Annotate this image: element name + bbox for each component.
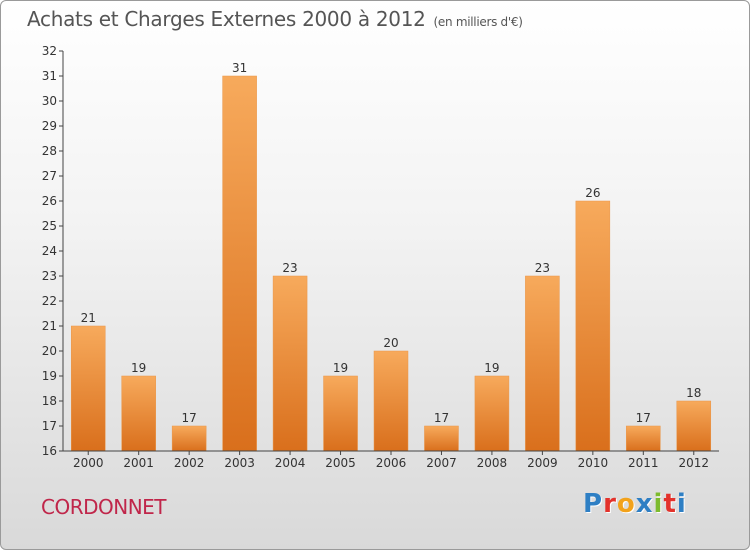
y-tick-label: 18 xyxy=(42,394,57,408)
x-tick-label: 2002 xyxy=(174,456,205,470)
proxiti-logo[interactable]: Proxiti xyxy=(583,489,687,519)
x-tick-label: 2009 xyxy=(527,456,558,470)
bar xyxy=(474,375,510,452)
x-tick-label: 2008 xyxy=(477,456,508,470)
bar-value-label: 17 xyxy=(182,411,197,425)
bar xyxy=(323,375,358,452)
x-tick-label: 2000 xyxy=(73,456,104,470)
x-axis: 2000 2001 2002 2003 2004 2005 2006 2007 2008 2009… xyxy=(63,450,719,470)
x-tick-label: 2011 xyxy=(628,456,659,470)
y-tick-label: 26 xyxy=(42,194,57,208)
y-tick-label: 27 xyxy=(42,169,57,183)
bar xyxy=(424,425,459,452)
y-tick-label: 20 xyxy=(42,344,57,358)
bar-value-label: 19 xyxy=(484,361,499,375)
y-tick-label: 23 xyxy=(42,269,57,283)
bar-value-label: 21 xyxy=(81,311,96,325)
x-tick-label: 2006 xyxy=(376,456,407,470)
bar xyxy=(121,375,156,452)
logo-letter: x xyxy=(635,489,654,519)
x-tick-label: 2003 xyxy=(224,456,255,470)
bar-value-label: 19 xyxy=(131,361,146,375)
bar xyxy=(272,275,308,452)
bars: 21 19 17 31 23 19 20 17 19 23 26 17 18 xyxy=(70,61,712,452)
y-tick-label: 32 xyxy=(42,44,57,58)
y-tick-label: 29 xyxy=(42,119,57,133)
bar-value-label: 18 xyxy=(686,386,701,400)
x-tick-label: 2004 xyxy=(275,456,306,470)
x-tick-label: 2012 xyxy=(678,456,709,470)
bar-value-label: 20 xyxy=(383,336,398,350)
y-tick-label: 31 xyxy=(42,69,57,83)
x-tick-label: 2010 xyxy=(578,456,609,470)
bar xyxy=(171,425,207,452)
y-tick-label: 19 xyxy=(42,369,57,383)
bar xyxy=(525,275,560,452)
chart-unit: (en milliers d'€) xyxy=(433,15,523,29)
bar-value-label: 19 xyxy=(333,361,348,375)
logo-letter: o xyxy=(616,489,636,519)
y-tick-label: 25 xyxy=(42,219,57,233)
bar-value-label: 31 xyxy=(232,61,247,75)
bar-value-label: 17 xyxy=(434,411,449,425)
bar xyxy=(222,75,257,452)
y-axis: 16 17 18 19 20 21 22 23 24 25 26 27 28 29 30 31 32 xyxy=(42,44,64,458)
y-tick-label: 28 xyxy=(42,144,57,158)
bar xyxy=(70,325,106,452)
chart-title-text: Achats et Charges Externes 2000 à 2012 xyxy=(27,7,426,31)
logo-letter: P xyxy=(583,489,604,519)
bar-value-label: 17 xyxy=(636,411,651,425)
y-tick-label: 17 xyxy=(42,419,57,433)
bar xyxy=(676,400,712,452)
bar-value-label: 26 xyxy=(585,186,600,200)
x-tick-label: 2007 xyxy=(426,456,457,470)
x-tick-label: 2001 xyxy=(123,456,154,470)
commune-name: CORDONNET xyxy=(41,495,167,519)
logo-letter: t xyxy=(663,489,677,519)
y-tick-label: 24 xyxy=(42,244,57,258)
logo-letter: i xyxy=(653,489,664,519)
bar xyxy=(575,200,611,452)
bar-value-label: 23 xyxy=(535,261,550,275)
y-tick-label: 16 xyxy=(42,444,57,458)
y-tick-label: 30 xyxy=(42,94,57,108)
x-tick-label: 2005 xyxy=(325,456,356,470)
chart-title: Achats et Charges Externes 2000 à 2012 (e… xyxy=(27,7,523,31)
bar xyxy=(373,350,409,452)
bar-value-label: 23 xyxy=(282,261,297,275)
y-tick-label: 22 xyxy=(42,294,57,308)
logo-letter: i xyxy=(676,489,687,519)
y-tick-label: 21 xyxy=(42,319,57,333)
bar xyxy=(626,425,661,452)
logo-letter: r xyxy=(603,489,617,519)
